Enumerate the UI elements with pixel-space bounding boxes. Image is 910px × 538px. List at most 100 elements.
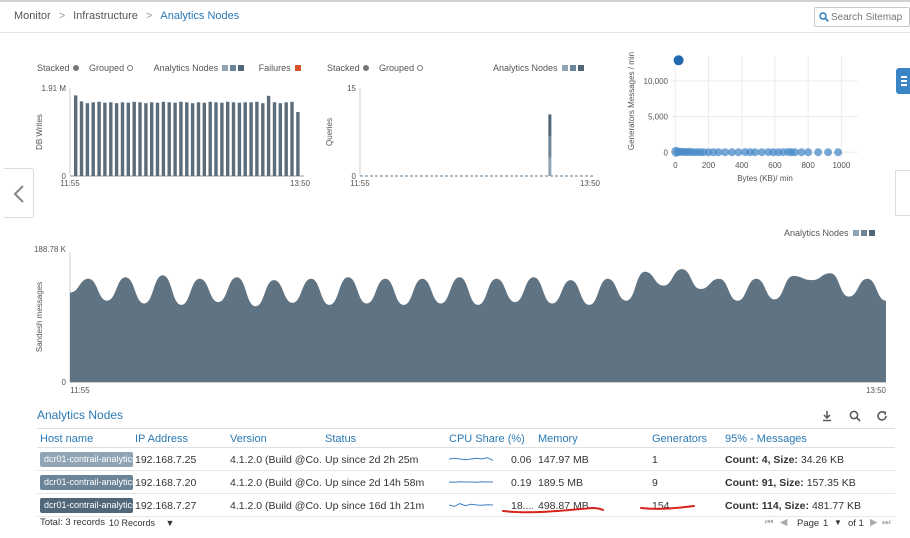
column-ip-address[interactable]: IP Address [135, 433, 188, 445]
db-writes-bar[interactable] [120, 102, 125, 176]
queries-spike-bar[interactable] [548, 114, 552, 136]
grouped-radio-icon[interactable] [127, 64, 134, 71]
last-page-icon[interactable]: ⏭ [882, 517, 891, 528]
db-writes-bar[interactable] [179, 101, 183, 176]
db-writes-bar[interactable] [249, 102, 253, 176]
page-size-value[interactable]: 10 Records [109, 518, 156, 528]
db-writes-bar[interactable] [190, 103, 195, 176]
legend-swatch[interactable] [852, 229, 859, 236]
db-writes-bar[interactable] [226, 101, 230, 176]
db-writes-bar[interactable] [109, 102, 113, 176]
table-row[interactable]: dcr01-contrail-analytics 192.168.7.25 4.1.… [37, 448, 895, 471]
stacked-radio-icon[interactable] [72, 64, 79, 71]
db-writes-bar[interactable] [290, 101, 294, 176]
legend-swatch[interactable] [868, 229, 875, 236]
db-writes-bar[interactable] [114, 103, 119, 176]
caret-down-icon[interactable]: ▼ [834, 518, 842, 527]
db-writes-bar[interactable] [237, 102, 242, 176]
next-page-icon[interactable]: ▶ [870, 517, 878, 528]
db-writes-bar[interactable] [91, 102, 95, 176]
legend-swatch[interactable] [238, 64, 245, 71]
search-input[interactable] [831, 10, 909, 24]
host-name-badge[interactable]: dcr01-contrail-analytics [40, 498, 133, 513]
column-messages[interactable]: 95% - Messages [725, 433, 807, 445]
legend-swatch[interactable] [569, 64, 576, 71]
scatter-point[interactable] [757, 148, 766, 157]
legend-swatch[interactable] [230, 64, 237, 71]
db-writes-bar[interactable] [272, 102, 277, 176]
column-memory[interactable]: Memory [538, 433, 578, 445]
db-writes-bar[interactable] [97, 101, 101, 176]
scatter-point[interactable] [834, 148, 843, 157]
breadcrumb-analytics-nodes[interactable]: Analytics Nodes [160, 10, 240, 22]
legend-stacked-label[interactable]: Stacked [327, 62, 360, 73]
legend-swatch[interactable] [222, 64, 229, 71]
db-writes-bar[interactable] [144, 103, 148, 176]
scatter-point[interactable] [797, 148, 806, 157]
db-writes-bar[interactable] [261, 103, 265, 176]
column-host-name[interactable]: Host name [40, 433, 94, 445]
db-writes-bar[interactable] [255, 101, 259, 176]
column-version[interactable]: Version [230, 433, 267, 445]
previous-arrow-button[interactable] [4, 168, 34, 218]
db-writes-bar[interactable] [167, 102, 171, 176]
db-writes-bar[interactable] [126, 102, 130, 176]
search-sitemap[interactable] [814, 7, 910, 27]
table-row[interactable]: dcr01-contrail-analytics 192.168.7.20 4.1.… [37, 471, 895, 494]
stacked-radio-icon[interactable] [362, 64, 369, 71]
db-writes-bar[interactable] [196, 102, 201, 176]
breadcrumb-monitor[interactable]: Monitor [14, 10, 51, 22]
db-writes-bar[interactable] [150, 102, 154, 176]
db-writes-bar[interactable] [138, 102, 142, 176]
scatter-point[interactable] [751, 148, 759, 157]
column-generators[interactable]: Generators [652, 433, 708, 445]
prev-page-icon[interactable]: ◀ [780, 517, 788, 528]
queries-spike-bar[interactable] [548, 135, 552, 158]
scatter-point[interactable] [721, 148, 730, 157]
side-panel-toggle[interactable] [896, 68, 910, 94]
db-writes-bar[interactable] [296, 112, 300, 176]
legend-swatch[interactable] [577, 64, 584, 71]
column-status[interactable]: Status [325, 433, 357, 445]
host-name-badge[interactable]: dcr01-contrail-analytics [40, 452, 133, 467]
scatter-point[interactable] [814, 148, 823, 157]
legend-swatch[interactable] [860, 229, 867, 236]
download-icon[interactable] [820, 409, 834, 423]
db-writes-bar[interactable] [79, 101, 84, 176]
page-size-select[interactable]: 10 Records ▼ [109, 518, 174, 528]
db-writes-bar[interactable] [284, 102, 288, 176]
db-writes-bar[interactable] [85, 103, 90, 176]
db-writes-bar[interactable] [103, 102, 107, 176]
search-icon[interactable] [848, 409, 862, 423]
table-row[interactable]: dcr01-contrail-analytics 192.168.7.27 4.1.… [37, 494, 895, 517]
db-writes-bar[interactable] [132, 101, 136, 176]
legend-swatch[interactable] [561, 64, 568, 71]
legend-swatch[interactable] [294, 64, 301, 71]
scatter-point[interactable] [824, 148, 833, 157]
db-writes-bar[interactable] [214, 102, 218, 176]
db-writes-bar[interactable] [202, 102, 206, 176]
db-writes-bar[interactable] [243, 102, 247, 176]
db-writes-bar[interactable] [266, 95, 271, 176]
db-writes-bar[interactable] [74, 95, 78, 176]
db-writes-bar[interactable] [185, 102, 189, 176]
queries-spike-bar[interactable] [548, 157, 552, 176]
scatter-point[interactable] [734, 148, 743, 157]
breadcrumb-infrastructure[interactable]: Infrastructure [73, 10, 138, 22]
db-writes-bar[interactable] [208, 101, 212, 176]
db-writes-bar[interactable] [231, 102, 236, 176]
db-writes-bar[interactable] [173, 102, 177, 176]
first-page-icon[interactable]: ⏮ [765, 517, 774, 528]
scatter-point[interactable] [673, 55, 684, 66]
scatter-point[interactable] [727, 148, 736, 157]
next-arrow-button[interactable] [895, 170, 910, 216]
scatter-point[interactable] [790, 148, 799, 157]
scatter-point[interactable] [714, 148, 723, 157]
host-name-badge[interactable]: dcr01-contrail-analytics [40, 475, 133, 490]
refresh-icon[interactable] [875, 409, 889, 423]
legend-grouped-label[interactable]: Grouped [89, 62, 125, 73]
legend-grouped-label[interactable]: Grouped [379, 62, 415, 73]
db-writes-bar[interactable] [220, 102, 224, 176]
db-writes-bar[interactable] [155, 102, 160, 176]
sandesh-area[interactable] [70, 269, 886, 382]
